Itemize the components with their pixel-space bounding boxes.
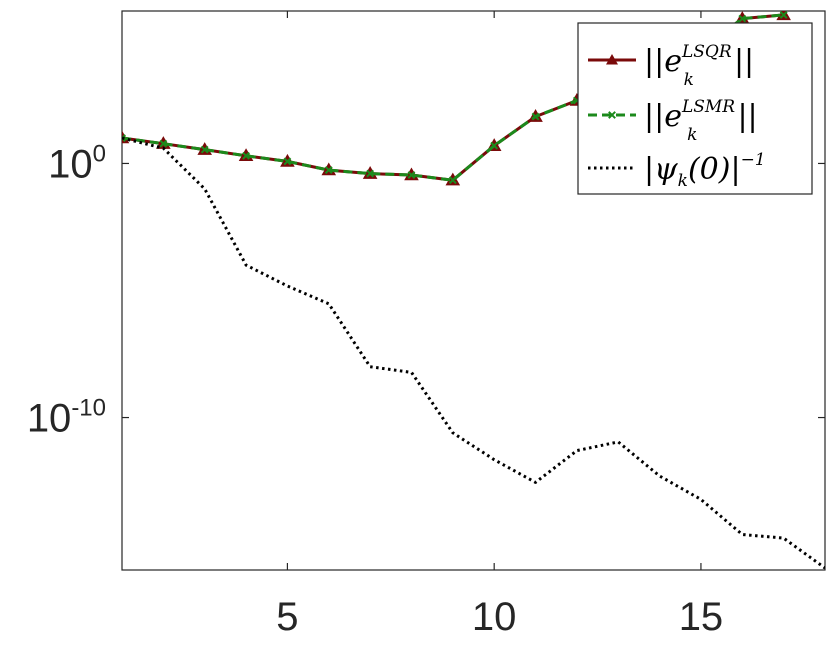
lsmr-point-stroke xyxy=(242,151,250,160)
legend-label-part: || xyxy=(737,99,757,134)
legend-label: ||eLSQR k || xyxy=(644,42,754,90)
lsmr-point-stroke xyxy=(159,139,168,148)
legend-label-part: ||e xyxy=(644,44,682,79)
lsmr-point xyxy=(122,134,126,142)
y-tick-base: 10 xyxy=(48,142,93,186)
lsmr-point-stroke xyxy=(448,176,457,185)
legend-swatch-marker xyxy=(606,54,618,65)
lsmr-point-stroke xyxy=(779,11,788,19)
legend-label: |ψk(0)|−1 xyxy=(644,150,766,191)
y-tick-label: 100 xyxy=(48,140,106,186)
y-tick-exponent: 0 xyxy=(93,140,106,167)
lsmr-point xyxy=(283,157,292,166)
legend-label-part: ||e xyxy=(644,99,682,134)
legend-label-part: k xyxy=(678,171,688,191)
legend-label-part: |ψ xyxy=(644,152,678,187)
lsmr-point-stroke xyxy=(490,141,499,150)
x-tick-label: 10 xyxy=(472,595,517,639)
legend-label-part: LSMR xyxy=(681,97,735,117)
legend-label: ||eLSMR k || xyxy=(644,97,758,145)
y-tick-exponent: -10 xyxy=(71,395,106,422)
lsmr-point-stroke xyxy=(122,136,126,142)
y-tick-label: 10-10 xyxy=(27,395,106,441)
lsmr-point xyxy=(407,171,416,179)
lsmr-point xyxy=(200,145,209,154)
legend-swatch-marker xyxy=(608,111,616,119)
legend-label-part: k xyxy=(687,125,697,145)
series-line-2 xyxy=(122,136,825,570)
lsmr-point xyxy=(324,166,333,174)
plot-area-frame xyxy=(121,10,826,571)
lsmr-point xyxy=(159,139,168,148)
lsmr-point-stroke xyxy=(366,169,375,178)
legend: ||eLSQR k||||eLSMR k|||ψk(0)|−1 xyxy=(577,22,813,195)
lsmr-point-stroke xyxy=(283,157,292,166)
legend-label-part: (0)| xyxy=(688,152,741,187)
legend-entry-2: |ψk(0)|−1 xyxy=(588,150,766,191)
lsmr-point xyxy=(242,151,250,160)
legend-label-part: LSQR xyxy=(681,42,732,62)
lsmr-point xyxy=(738,14,747,23)
legend-entry-1: ||eLSMR k || xyxy=(588,97,758,145)
lsmr-point xyxy=(366,169,375,178)
lsmr-point xyxy=(531,112,540,121)
lsmr-point-stroke xyxy=(200,145,209,154)
legend-entry-0: ||eLSQR k || xyxy=(588,42,754,90)
lsmr-point-stroke xyxy=(407,171,416,179)
legend-label-part: || xyxy=(734,44,754,79)
lsmr-point-stroke xyxy=(122,134,126,140)
x-tick-label: 15 xyxy=(679,595,724,639)
lsmr-point-stroke xyxy=(324,166,333,174)
legend-label-part: −1 xyxy=(741,150,766,170)
lsmr-point xyxy=(490,141,499,150)
legend-box xyxy=(577,22,813,195)
lsmr-point-stroke xyxy=(738,14,747,23)
x-tick-label: 5 xyxy=(276,595,298,639)
lsmr-point-stroke xyxy=(531,112,540,121)
lsmr-point xyxy=(779,11,788,19)
y-tick-base: 10 xyxy=(27,397,72,441)
lsmr-point xyxy=(448,176,457,185)
legend-label-part: k xyxy=(684,70,694,90)
